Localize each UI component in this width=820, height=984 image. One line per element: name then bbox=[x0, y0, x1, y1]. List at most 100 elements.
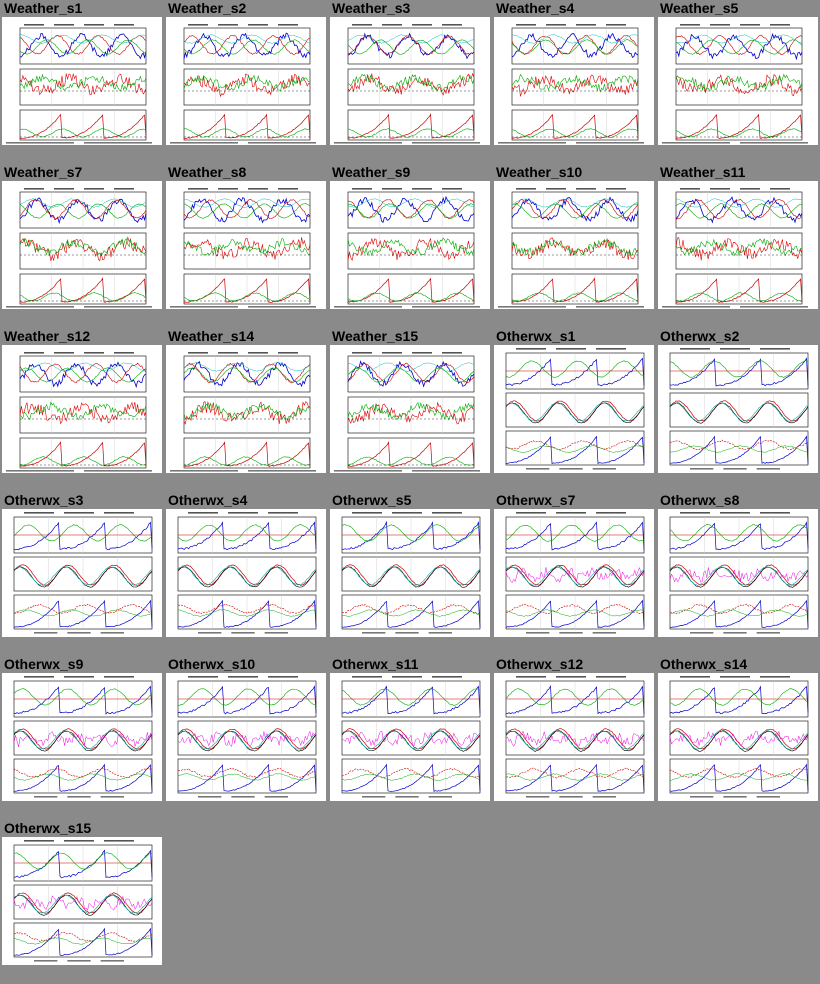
thumbnail-link[interactable] bbox=[166, 673, 326, 801]
thumbnail-title: Weather_s14 bbox=[168, 328, 255, 344]
gallery-cell: Weather_s15 bbox=[330, 328, 490, 473]
weather-plot-thumbnail bbox=[498, 188, 644, 308]
gallery-cell: Otherwx_s4 bbox=[166, 492, 326, 637]
thumbnail-link[interactable] bbox=[330, 345, 490, 473]
gallery-cell: Otherwx_s14 bbox=[658, 656, 818, 801]
thumbnail-title: Otherwx_s11 bbox=[332, 656, 419, 672]
thumbnail-link[interactable] bbox=[330, 673, 490, 801]
thumbnail-link[interactable] bbox=[2, 509, 162, 637]
weather-plot-thumbnail bbox=[170, 352, 316, 472]
weather-plot-thumbnail bbox=[6, 24, 152, 144]
otherwx-plot-thumbnail bbox=[13, 840, 153, 962]
thumbnail-title: Weather_s3 bbox=[332, 0, 411, 16]
otherwx-plot-thumbnail bbox=[13, 512, 153, 634]
thumbnail-link[interactable] bbox=[494, 673, 654, 801]
gallery-cell: Weather_s4 bbox=[494, 0, 654, 145]
otherwx-plot-thumbnail bbox=[505, 512, 645, 634]
gallery-cell: Otherwx_s1 bbox=[494, 328, 654, 473]
gallery-cell: Otherwx_s11 bbox=[330, 656, 490, 801]
thumbnail-link[interactable] bbox=[2, 181, 162, 309]
gallery-cell: Weather_s11 bbox=[658, 164, 818, 309]
thumbnail-title: Weather_s9 bbox=[332, 164, 411, 180]
thumbnail-link[interactable] bbox=[2, 345, 162, 473]
otherwx-plot-thumbnail bbox=[669, 348, 809, 470]
gallery-cell: Weather_s2 bbox=[166, 0, 326, 145]
thumbnail-title: Weather_s7 bbox=[4, 164, 83, 180]
gallery-cell: Otherwx_s8 bbox=[658, 492, 818, 637]
otherwx-plot-thumbnail bbox=[669, 512, 809, 634]
thumbnail-title: Otherwx_s1 bbox=[496, 328, 576, 344]
weather-plot-thumbnail bbox=[6, 352, 152, 472]
thumbnail-title: Otherwx_s5 bbox=[332, 492, 412, 508]
gallery-cell: Weather_s7 bbox=[2, 164, 162, 309]
thumbnail-title: Weather_s8 bbox=[168, 164, 247, 180]
thumbnail-title: Weather_s4 bbox=[496, 0, 575, 16]
thumbnail-link[interactable] bbox=[166, 345, 326, 473]
weather-plot-thumbnail bbox=[6, 188, 152, 308]
weather-plot-thumbnail bbox=[334, 188, 480, 308]
thumbnail-title: Weather_s5 bbox=[660, 0, 739, 16]
thumbnail-link[interactable] bbox=[2, 673, 162, 801]
gallery-cell: Weather_s12 bbox=[2, 328, 162, 473]
thumbnail-title: Otherwx_s15 bbox=[4, 820, 92, 836]
gallery-cell: Weather_s1 bbox=[2, 0, 162, 145]
gallery-cell: Otherwx_s15 bbox=[2, 820, 162, 965]
otherwx-plot-thumbnail bbox=[177, 676, 317, 798]
gallery-cell: Weather_s14 bbox=[166, 328, 326, 473]
gallery-cell: Weather_s5 bbox=[658, 0, 818, 145]
thumbnail-title: Otherwx_s4 bbox=[168, 492, 248, 508]
otherwx-plot-thumbnail bbox=[505, 676, 645, 798]
gallery-cell: Weather_s9 bbox=[330, 164, 490, 309]
weather-plot-thumbnail bbox=[662, 188, 808, 308]
thumbnail-title: Weather_s1 bbox=[4, 0, 83, 16]
thumbnail-link[interactable] bbox=[2, 837, 162, 965]
gallery-cell: Otherwx_s12 bbox=[494, 656, 654, 801]
thumbnail-link[interactable] bbox=[658, 673, 818, 801]
gallery-cell: Otherwx_s9 bbox=[2, 656, 162, 801]
thumbnail-link[interactable] bbox=[2, 17, 162, 145]
thumbnail-title: Weather_s15 bbox=[332, 328, 419, 344]
gallery-cell: Otherwx_s7 bbox=[494, 492, 654, 637]
thumbnail-link[interactable] bbox=[658, 509, 818, 637]
thumbnail-link[interactable] bbox=[658, 181, 818, 309]
thumbnail-title: Weather_s11 bbox=[660, 164, 746, 180]
thumbnail-title: Weather_s12 bbox=[4, 328, 91, 344]
otherwx-plot-thumbnail bbox=[505, 348, 645, 470]
thumbnail-link[interactable] bbox=[494, 509, 654, 637]
thumbnail-link[interactable] bbox=[166, 17, 326, 145]
thumbnail-title: Otherwx_s2 bbox=[660, 328, 740, 344]
weather-plot-thumbnail bbox=[662, 24, 808, 144]
thumbnail-title: Otherwx_s3 bbox=[4, 492, 84, 508]
thumbnail-title: Otherwx_s7 bbox=[496, 492, 576, 508]
thumbnail-title: Otherwx_s12 bbox=[496, 656, 584, 672]
thumbnail-title: Otherwx_s8 bbox=[660, 492, 740, 508]
thumbnail-link[interactable] bbox=[494, 17, 654, 145]
gallery-cell: Otherwx_s3 bbox=[2, 492, 162, 637]
weather-plot-thumbnail bbox=[334, 24, 480, 144]
otherwx-plot-thumbnail bbox=[669, 676, 809, 798]
weather-plot-thumbnail bbox=[170, 24, 316, 144]
thumbnail-link[interactable] bbox=[330, 17, 490, 145]
thumbnail-link[interactable] bbox=[330, 181, 490, 309]
weather-plot-thumbnail bbox=[498, 24, 644, 144]
gallery-cell: Otherwx_s5 bbox=[330, 492, 490, 637]
thumbnail-link[interactable] bbox=[658, 17, 818, 145]
weather-plot-thumbnail bbox=[334, 352, 480, 472]
gallery-cell: Weather_s3 bbox=[330, 0, 490, 145]
gallery-cell: Weather_s8 bbox=[166, 164, 326, 309]
thumbnail-link[interactable] bbox=[494, 181, 654, 309]
thumbnail-title: Otherwx_s14 bbox=[660, 656, 748, 672]
gallery-cell: Otherwx_s2 bbox=[658, 328, 818, 473]
thumbnail-link[interactable] bbox=[166, 509, 326, 637]
thumbnail-title: Otherwx_s9 bbox=[4, 656, 84, 672]
otherwx-plot-thumbnail bbox=[341, 512, 481, 634]
gallery-cell: Otherwx_s10 bbox=[166, 656, 326, 801]
thumbnail-title: Weather_s10 bbox=[496, 164, 583, 180]
gallery-cell: Weather_s10 bbox=[494, 164, 654, 309]
thumbnail-link[interactable] bbox=[166, 181, 326, 309]
thumbnail-title: Otherwx_s10 bbox=[168, 656, 256, 672]
thumbnail-link[interactable] bbox=[330, 509, 490, 637]
otherwx-plot-thumbnail bbox=[13, 676, 153, 798]
thumbnail-link[interactable] bbox=[494, 345, 654, 473]
thumbnail-link[interactable] bbox=[658, 345, 818, 473]
